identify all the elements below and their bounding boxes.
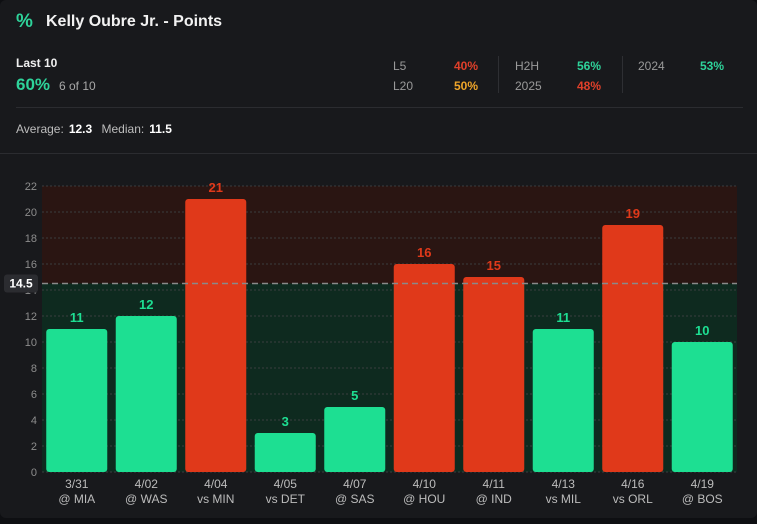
bar	[115, 316, 177, 472]
x-opponent-label: @ IND	[476, 492, 513, 506]
median-value: 11.5	[149, 122, 172, 136]
bar	[532, 329, 594, 472]
x-date-label: 4/11	[483, 477, 506, 491]
bar	[324, 407, 386, 472]
stat-value-2024: 53%	[700, 59, 725, 73]
stats-divider	[498, 56, 499, 93]
y-tick-label: 2	[31, 441, 37, 453]
bar	[46, 329, 108, 472]
x-date-label: 4/19	[691, 477, 715, 491]
stat-label-l20: L20	[393, 79, 414, 93]
stat-value-l5: 40%	[454, 59, 479, 73]
summary-count: 6 of 10	[59, 79, 96, 93]
stat-value-2025: 48%	[577, 79, 602, 93]
average-label: Average:	[16, 122, 64, 136]
x-date-label: 4/13	[552, 477, 576, 491]
x-opponent-label: vs MIN	[197, 492, 234, 506]
stat-label-l5: L5	[393, 59, 407, 73]
threshold-badge	[4, 274, 38, 293]
x-opponent-label: @ BOS	[682, 492, 723, 506]
chart-divider	[0, 153, 757, 154]
average-value: 12.3	[68, 122, 93, 136]
stat-label-2024: 2024	[638, 59, 665, 73]
threshold-label: 14.5	[9, 277, 33, 291]
stat-value-h2h: 56%	[577, 59, 602, 73]
y-tick-label: 6	[31, 389, 37, 401]
stat-label-h2h: H2H	[515, 59, 540, 73]
bar	[254, 433, 316, 472]
x-opponent-label: @ WAS	[125, 492, 167, 506]
x-opponent-label: vs DET	[266, 492, 306, 506]
median-label: Median:	[101, 122, 145, 136]
bar	[671, 342, 733, 472]
bar-value-label: 15	[487, 258, 501, 273]
x-opponent-label: vs MIL	[546, 492, 582, 506]
bar-value-label: 12	[139, 297, 153, 312]
x-date-label: 4/10	[413, 477, 437, 491]
section-divider	[16, 107, 743, 108]
stats-divider	[622, 56, 623, 93]
bar-value-label: 3	[282, 414, 289, 429]
x-date-label: 4/05	[274, 477, 298, 491]
bar	[393, 264, 455, 472]
bar-value-label: 21	[209, 180, 223, 195]
summary-label: Last 10	[16, 56, 58, 70]
x-date-label: 4/16	[621, 477, 645, 491]
bar	[463, 277, 525, 472]
x-date-label: 3/31	[65, 477, 89, 491]
bar	[185, 199, 247, 472]
y-tick-label: 18	[25, 233, 37, 245]
bar-value-label: 16	[417, 245, 431, 260]
x-opponent-label: @ SAS	[335, 492, 375, 506]
x-opponent-label: @ MIA	[58, 492, 95, 506]
y-tick-label: 8	[31, 363, 37, 375]
percent-icon: %	[16, 11, 33, 32]
y-tick-label: 16	[25, 259, 37, 271]
x-date-label: 4/02	[135, 477, 159, 491]
x-date-label: 4/07	[343, 477, 367, 491]
y-tick-label: 0	[31, 467, 37, 479]
bar-value-label: 10	[695, 323, 709, 338]
bar-value-label: 19	[626, 206, 640, 221]
summary-percent: 60%	[16, 75, 51, 94]
page-title: Kelly Oubre Jr. - Points	[46, 13, 223, 30]
stat-value-l20: 50%	[454, 79, 479, 93]
bar-value-label: 11	[556, 310, 570, 325]
x-date-label: 4/04	[204, 477, 228, 491]
y-tick-label: 20	[25, 207, 37, 219]
bar-value-label: 5	[351, 388, 358, 403]
bar-value-label: 11	[70, 310, 84, 325]
y-tick-label: 22	[25, 181, 37, 193]
averages-row: Average: 12.3 Median: 11.5	[16, 122, 178, 136]
y-tick-label: 4	[31, 415, 37, 427]
x-opponent-label: @ HOU	[403, 492, 445, 506]
stat-label-2025: 2025	[515, 79, 542, 93]
x-opponent-label: vs ORL	[613, 492, 653, 506]
card-header: % Kelly Oubre Jr. - Points	[16, 11, 222, 33]
y-tick-label: 10	[25, 337, 37, 349]
bar	[602, 225, 664, 472]
y-tick-label: 12	[25, 311, 37, 323]
